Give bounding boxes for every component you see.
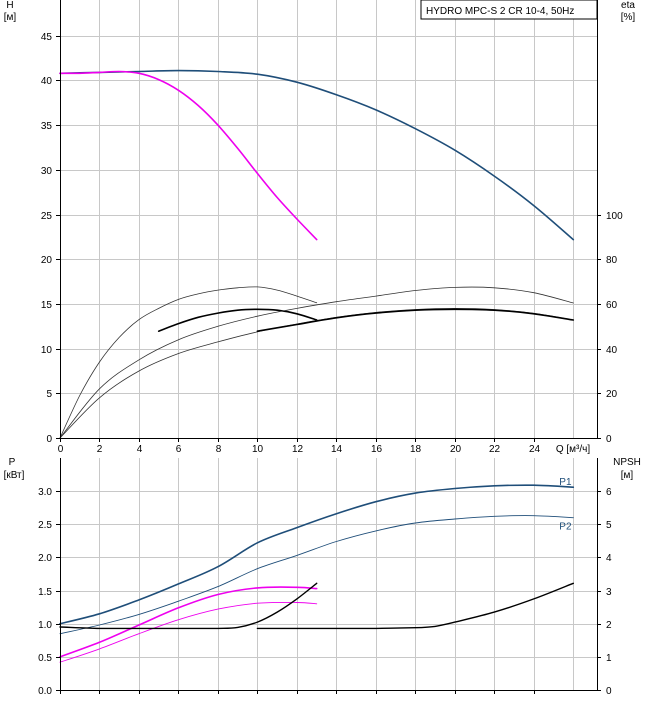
top-left-tick-label: 30: [41, 166, 53, 177]
bottom-left-tick-label: 3.0: [38, 487, 52, 498]
x-tick-label: 8: [216, 444, 222, 455]
series-label-p1: P1: [559, 477, 572, 488]
top-series-line-1: [59, 70, 318, 241]
bottom-right-tick-label: 4: [606, 553, 612, 564]
bottom-series-group: [59, 484, 575, 663]
top-left-axis-title: H: [6, 0, 13, 11]
bottom-grid: [60, 458, 597, 691]
series-label-p2: P2: [559, 522, 572, 533]
bottom-right-tick-label: 2: [606, 620, 612, 631]
top-series-line-4: [59, 286, 574, 439]
top-left-tick-label: 35: [41, 121, 53, 132]
top-series-line-0: [59, 69, 575, 241]
bottom-left-tick-label: 0.0: [38, 686, 52, 697]
top-right-tick-label: 80: [606, 255, 618, 266]
top-right-tick-label: 100: [606, 211, 623, 222]
bottom-left-axis-unit: [кВт]: [4, 470, 25, 481]
x-tick-label: 16: [371, 444, 383, 455]
x-axis-label: Q [м³/ч]: [556, 444, 591, 455]
top-right-tick-label: 40: [606, 345, 618, 356]
x-tick-label: 4: [137, 444, 143, 455]
x-tick-label: 6: [176, 444, 182, 455]
x-tick-label: 22: [489, 444, 501, 455]
top-left-tick-label: 15: [41, 300, 53, 311]
bottom-left-tick-label: 0.5: [38, 653, 52, 664]
top-left-tick-label: 40: [41, 76, 53, 87]
bottom-right-tick-label: 3: [606, 587, 612, 598]
title-box: [420, 0, 598, 20]
top-axes: [56, 0, 601, 442]
top-right-tick-label: 60: [606, 300, 618, 311]
bottom-annotations: P1 P2: [559, 477, 572, 532]
bottom-series-line-4: [59, 582, 318, 630]
x-tick-label: 0: [58, 444, 64, 455]
bottom-tick-labels: 0.0 0.5 1.0 1.5 2.0 2.5 3.0 0 1 2 3 4 5 6: [38, 487, 612, 697]
top-series-line-2: [59, 286, 318, 439]
top-series-line-5: [59, 308, 574, 439]
bottom-left-tick-label: 1.0: [38, 620, 52, 631]
top-series-line-3: [157, 308, 318, 332]
top-grid: [60, 0, 597, 439]
bottom-left-axis-title: P: [9, 457, 16, 468]
bottom-left-tick-label: 2.5: [38, 520, 52, 531]
top-left-axis-unit: [м]: [4, 12, 17, 23]
bottom-series-line-2: [59, 586, 318, 658]
bottom-left-tick-label: 1.5: [38, 587, 52, 598]
x-tick-label: 14: [331, 444, 343, 455]
bottom-right-tick-label: 1: [606, 653, 612, 664]
bottom-series-line-3: [59, 601, 318, 663]
top-right-axis-title: eta: [621, 0, 635, 11]
power-npsh-panel: 0.0 0.5 1.0 1.5 2.0 2.5 3.0 0 1 2 3 4 5 6 P1 P2 P [кВт…: [4, 457, 641, 697]
x-tick-label: 12: [292, 444, 304, 455]
bottom-right-tick-label: 0: [606, 686, 612, 697]
top-series-line-6: [256, 308, 575, 332]
top-right-axis-unit: [%]: [621, 12, 636, 23]
x-tick-label: 10: [252, 444, 264, 455]
bottom-right-tick-label: 5: [606, 520, 612, 531]
top-left-tick-label: 0: [46, 434, 52, 445]
x-tick-label: 24: [529, 444, 541, 455]
top-right-tick-label: 20: [606, 389, 618, 400]
top-left-tick-label: 20: [41, 255, 53, 266]
x-tick-label: 20: [450, 444, 462, 455]
chart-title: HYDRO MPC-S 2 CR 10-4, 50Hz: [426, 6, 574, 17]
bottom-right-tick-label: 6: [606, 487, 612, 498]
top-left-tick-label: 25: [41, 211, 53, 222]
top-left-tick-label: 45: [41, 32, 53, 43]
top-left-tick-label: 10: [41, 345, 53, 356]
bottom-right-axis-title: NPSH: [613, 457, 641, 468]
x-tick-label: 2: [97, 444, 103, 455]
x-tick-label: 18: [410, 444, 422, 455]
top-right-tick-label: 0: [606, 434, 612, 445]
bottom-series-line-0: [59, 484, 575, 625]
bottom-axes: [56, 458, 601, 694]
bottom-right-axis-unit: [м]: [621, 470, 634, 481]
bottom-left-tick-label: 2.0: [38, 553, 52, 564]
bottom-series-line-5: [256, 582, 574, 630]
bottom-series-line-1: [59, 515, 574, 635]
top-left-tick-label: 5: [46, 389, 52, 400]
top-series-group: [59, 69, 575, 439]
